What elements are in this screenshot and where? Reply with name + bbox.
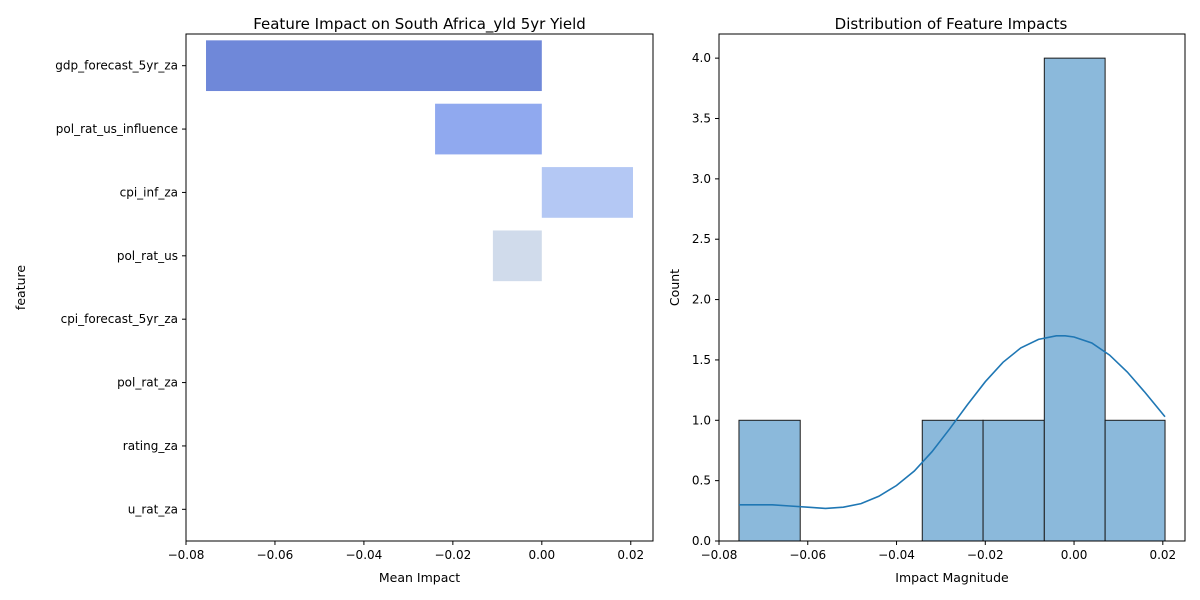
left-x-axis-label: Mean Impact bbox=[379, 570, 460, 585]
y-tick-label: 0.0 bbox=[692, 534, 711, 548]
bar-pol_rat_us bbox=[492, 230, 542, 282]
histogram-bar bbox=[982, 419, 1045, 542]
left-y-axis-label: feature bbox=[13, 265, 28, 310]
impact-distribution-chart: Distribution of Feature Impacts 0.0 0.5 1.… bbox=[667, 15, 1186, 585]
bar-gdp_forecast_5yr_za bbox=[206, 40, 542, 92]
x-tick-label: 0.00 bbox=[528, 548, 555, 562]
y-tick-label: 2.0 bbox=[692, 293, 711, 307]
y-tick-label: u_rat_za bbox=[128, 502, 178, 516]
x-tick-label: −0.06 bbox=[789, 548, 826, 562]
right-chart-title: Distribution of Feature Impacts bbox=[835, 15, 1068, 33]
bar-pol_rat_us_influence bbox=[435, 103, 542, 155]
bar-cpi_inf_za bbox=[541, 167, 633, 218]
y-tick-label: pol_rat_za bbox=[117, 376, 178, 390]
x-tick-label: −0.02 bbox=[434, 548, 471, 562]
x-tick-label: −0.06 bbox=[257, 548, 294, 562]
x-tick-label: −0.02 bbox=[967, 548, 1004, 562]
x-tick-label: −0.04 bbox=[878, 548, 915, 562]
left-axes-frame bbox=[185, 33, 654, 542]
y-tick-label: cpi_inf_za bbox=[120, 185, 178, 199]
right-x-axis-label: Impact Magnitude bbox=[895, 570, 1009, 585]
y-tick-label: 0.5 bbox=[692, 474, 711, 488]
x-tick-label: 0.02 bbox=[1149, 548, 1176, 562]
y-tick-label: 1.0 bbox=[692, 413, 711, 427]
y-tick-label: cpi_forecast_5yr_za bbox=[61, 312, 178, 326]
x-tick-label: −0.04 bbox=[346, 548, 383, 562]
right-axes-frame bbox=[718, 33, 1186, 542]
x-tick-label: −0.08 bbox=[701, 548, 738, 562]
histogram-bar bbox=[921, 419, 984, 542]
histogram-bar bbox=[1104, 419, 1166, 542]
histogram-bar bbox=[738, 419, 801, 542]
x-tick-label: −0.08 bbox=[168, 548, 205, 562]
x-tick-label: 0.02 bbox=[617, 548, 644, 562]
y-tick-label: pol_rat_us_influence bbox=[56, 122, 178, 136]
left-chart-title: Feature Impact on South Africa_yld 5yr Y… bbox=[253, 15, 586, 34]
y-tick-label: 3.5 bbox=[692, 112, 711, 126]
right-y-axis-label: Count bbox=[667, 269, 682, 306]
x-tick-label: 0.00 bbox=[1061, 548, 1088, 562]
y-tick-label: 2.5 bbox=[692, 232, 711, 246]
y-tick-label: rating_za bbox=[123, 439, 178, 453]
histogram-bar bbox=[1043, 57, 1106, 542]
y-tick-label: 1.5 bbox=[692, 353, 711, 367]
y-tick-label: 3.0 bbox=[692, 172, 711, 186]
y-tick-label: pol_rat_us bbox=[117, 249, 178, 263]
kde-curve bbox=[739, 335, 1166, 510]
y-tick-label: gdp_forecast_5yr_za bbox=[55, 59, 178, 73]
feature-impact-chart: Feature Impact on South Africa_yld 5yr Y… bbox=[13, 15, 654, 585]
y-tick-label: 4.0 bbox=[692, 51, 711, 65]
